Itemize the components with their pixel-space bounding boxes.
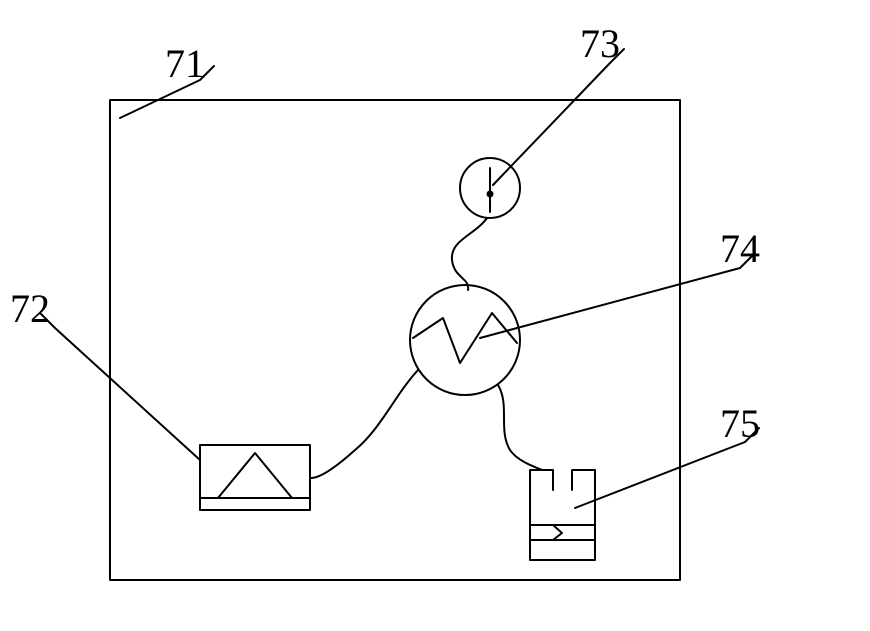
leader-l73 bbox=[493, 49, 624, 185]
diagram-svg bbox=[0, 0, 870, 631]
label-73: 73 bbox=[580, 20, 620, 67]
label-71: 71 bbox=[165, 40, 205, 87]
component-72-switch bbox=[200, 445, 310, 510]
leader-l72 bbox=[41, 314, 200, 460]
diagram-canvas: 71 72 73 74 75 bbox=[0, 0, 870, 631]
wire-74-to-72 bbox=[311, 370, 418, 478]
component-75-actuator bbox=[530, 470, 595, 560]
label-72: 72 bbox=[10, 285, 50, 332]
wires bbox=[311, 218, 542, 478]
wire-74-to-75 bbox=[498, 385, 542, 470]
leader-l74 bbox=[480, 254, 754, 338]
component-74-controller bbox=[410, 285, 520, 395]
label-74: 74 bbox=[720, 225, 760, 272]
leader-lines bbox=[41, 49, 759, 508]
label-75: 75 bbox=[720, 400, 760, 447]
component-73-sensor bbox=[460, 158, 520, 218]
wire-73-to-74 bbox=[452, 218, 487, 290]
